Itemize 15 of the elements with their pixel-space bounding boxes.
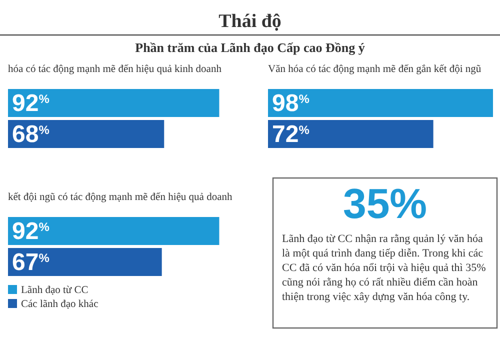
- data-label: 92$^{%}$: [12, 218, 50, 245]
- legend-label: Lãnh đạo từ CC: [21, 285, 88, 296]
- chart-title: hóa có tác động mạnh mẽ đến hiệu quả kinh doanh: [8, 64, 222, 75]
- data-label: 67$^{%}$: [12, 249, 50, 276]
- data-label: 72$^{%}$: [272, 121, 310, 148]
- text: Thái độ: [218, 11, 282, 32]
- data-label: 92$^{%}$: [12, 90, 50, 117]
- text: Phần trăm của Lãnh đạo Cấp cao Đồng ý: [135, 40, 366, 55]
- text: Lãnh đạo từ CC nhận ra rằng quản lý văn hóa là một quá trình đang tiếp diễn. Trong khi các CC đã có văn hóa nổi trội và hiệu quả thì 35% cũng nói rằng họ có rất nhiều điểm cần hoàn thiện trong việc xây dựng văn hóa công ty.: [282, 233, 486, 303]
- chart-title: Văn hóa có tác động mạnh mẽ đến gắn kết đội ngũ: [268, 64, 482, 75]
- chart-title: kết đội ngũ có tác động mạnh mẽ đến hiệu quả doanh: [8, 192, 233, 203]
- data-label: 98$^{%}$: [272, 90, 310, 117]
- data-label: 68$^{%}$: [12, 121, 50, 148]
- legend-label: Các lãnh đạo khác: [21, 299, 99, 310]
- text: 35%: [342, 180, 428, 227]
